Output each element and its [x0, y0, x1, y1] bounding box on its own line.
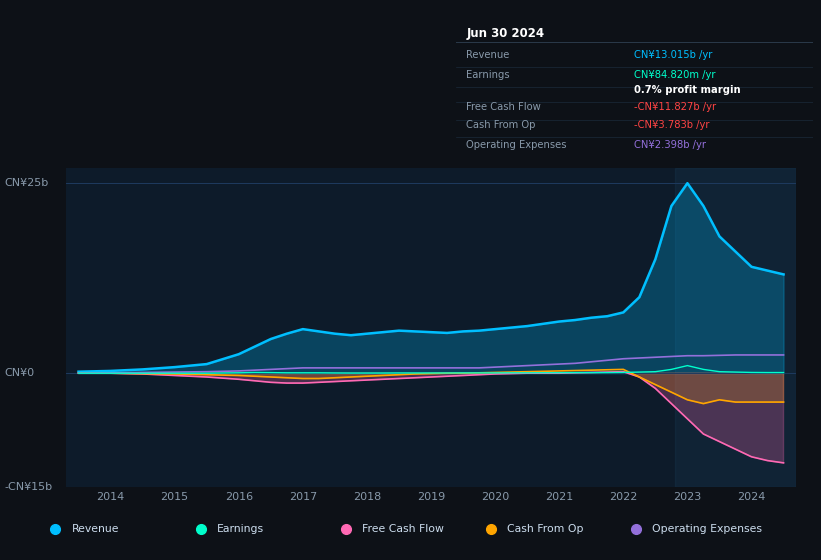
Text: CN¥0: CN¥0: [4, 368, 34, 378]
Text: Free Cash Flow: Free Cash Flow: [466, 102, 541, 113]
Text: Revenue: Revenue: [466, 50, 510, 60]
Text: Operating Expenses: Operating Expenses: [652, 524, 762, 534]
Text: CN¥25b: CN¥25b: [4, 178, 48, 188]
Bar: [675, 168, 796, 487]
Text: Free Cash Flow: Free Cash Flow: [362, 524, 444, 534]
Text: Jun 30 2024: Jun 30 2024: [466, 27, 544, 40]
Text: 0.7% profit margin: 0.7% profit margin: [635, 85, 741, 95]
Text: CN¥13.015b /yr: CN¥13.015b /yr: [635, 50, 713, 60]
Text: Earnings: Earnings: [466, 69, 510, 80]
Text: Revenue: Revenue: [72, 524, 120, 534]
Text: -CN¥15b: -CN¥15b: [4, 482, 53, 492]
Text: Cash From Op: Cash From Op: [466, 120, 536, 130]
Text: Earnings: Earnings: [217, 524, 264, 534]
Text: CN¥84.820m /yr: CN¥84.820m /yr: [635, 69, 716, 80]
Text: Cash From Op: Cash From Op: [507, 524, 584, 534]
Text: Operating Expenses: Operating Expenses: [466, 141, 566, 150]
Text: -CN¥11.827b /yr: -CN¥11.827b /yr: [635, 102, 717, 113]
Text: CN¥2.398b /yr: CN¥2.398b /yr: [635, 141, 706, 150]
Text: -CN¥3.783b /yr: -CN¥3.783b /yr: [635, 120, 709, 130]
